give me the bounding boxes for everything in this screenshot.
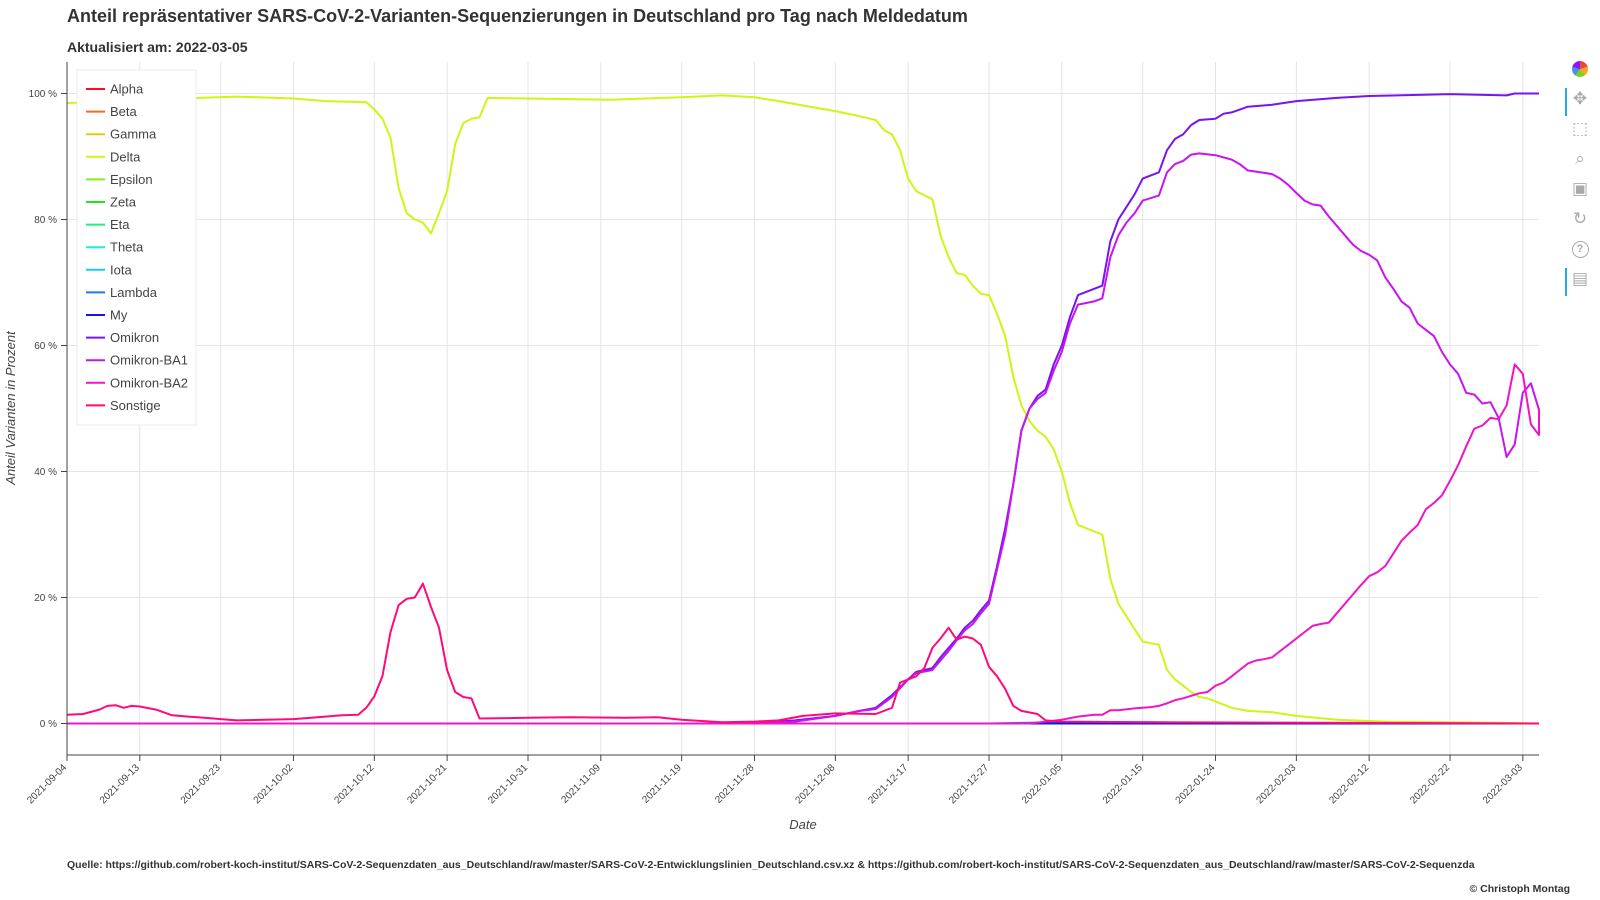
wheel-zoom-icon[interactable]: ⌕ xyxy=(1575,149,1585,168)
legend-item-omikron[interactable]: Omikron xyxy=(86,330,159,345)
legend-item-gamma[interactable]: Gamma xyxy=(86,127,157,142)
series-lines xyxy=(66,92,1540,725)
legend-item-theta[interactable]: Theta xyxy=(86,240,144,255)
series-line-delta xyxy=(66,94,1540,725)
y-tick-label: 100 % xyxy=(29,89,57,100)
legend-item-beta[interactable]: Beta xyxy=(86,104,138,119)
chart-subtitle: Aktualisiert am: 2022-03-05 xyxy=(67,39,248,55)
x-tick-label: 2022-01-15 xyxy=(1101,762,1145,806)
x-tick-label: 2022-01-05 xyxy=(1020,762,1064,806)
grid xyxy=(66,62,1539,755)
x-tick-label: 2022-03-03 xyxy=(1481,762,1525,806)
y-tick-label: 60 % xyxy=(34,341,57,352)
y-tick-label: 80 % xyxy=(34,215,57,226)
x-tick-label: 2021-12-08 xyxy=(794,762,838,806)
legend-label: Eta xyxy=(110,217,130,232)
y-tick-label: 40 % xyxy=(34,467,57,478)
x-tick-label: 2022-02-12 xyxy=(1327,762,1371,806)
legend-label: Iota xyxy=(110,262,132,277)
y-tick-label: 0 % xyxy=(40,719,57,730)
legend-item-omikron-ba1[interactable]: Omikron-BA1 xyxy=(86,353,188,368)
legend-label: Epsilon xyxy=(110,172,153,187)
x-tick-label: 2021-10-02 xyxy=(252,762,296,806)
legend-label: Beta xyxy=(110,104,138,119)
chart-title: Anteil repräsentativer SARS-CoV-2-Varian… xyxy=(67,6,968,26)
series-line-omikron-ba2 xyxy=(67,363,1540,725)
reset-icon[interactable]: ↻ xyxy=(1572,209,1588,228)
y-tick-label: 20 % xyxy=(34,593,57,604)
legend-label: Lambda xyxy=(110,285,158,300)
save-icon[interactable]: ▣ xyxy=(1571,179,1589,198)
hover-icon[interactable]: ▤ xyxy=(1565,268,1591,296)
legend-label: Delta xyxy=(110,149,141,164)
series-line-omikron xyxy=(67,92,1539,725)
toolbar: ✥ ⬚ ⌕ ▣ ↻? ▤ xyxy=(1565,58,1593,298)
legend-label: Gamma xyxy=(110,127,157,142)
x-axis-label: Date xyxy=(789,817,816,832)
x-tick-label: 2022-01-24 xyxy=(1174,762,1218,806)
legend-label: Omikron xyxy=(110,330,159,345)
x-tick-label: 2021-10-12 xyxy=(333,762,377,806)
series-line-sonstige xyxy=(66,582,1540,725)
x-tick-label: 2021-11-28 xyxy=(713,762,757,806)
legend-label: Zeta xyxy=(110,195,137,210)
help-icon[interactable]: ? xyxy=(1569,238,1591,260)
x-tick-label: 2021-11-19 xyxy=(640,762,684,806)
x-tick-label: 2021-09-23 xyxy=(179,762,223,806)
legend-item-zeta[interactable]: Zeta xyxy=(86,195,137,210)
legend-item-eta[interactable]: Eta xyxy=(86,217,130,232)
axes: 2021-09-04 2021-09-13 2021-09-23 2021-10-02… xyxy=(25,62,1539,806)
line-chart[interactable]: 2021-09-04 2021-09-13 2021-09-23 2021-10-02… xyxy=(0,0,1565,855)
pan-icon[interactable]: ✥ xyxy=(1565,88,1591,116)
series-line-omikron-ba1 xyxy=(67,152,1540,725)
legend-label: Sonstige xyxy=(110,398,161,413)
legend[interactable]: Alpha Beta Gamma Delta Epsilon Zeta Eta Theta Io… xyxy=(76,69,197,426)
source-note: Quelle: https://github.com/robert-koch-i… xyxy=(67,859,1475,871)
legend-item-epsilon[interactable]: Epsilon xyxy=(86,172,153,187)
credit-note: © Christoph Montag xyxy=(1469,883,1570,895)
x-tick-label: 2022-02-03 xyxy=(1255,762,1299,806)
legend-item-omikron-ba2[interactable]: Omikron-BA2 xyxy=(86,375,188,390)
x-tick-label: 2022-02-22 xyxy=(1408,762,1452,806)
x-tick-label: 2021-11-09 xyxy=(559,762,603,806)
legend-item-lambda[interactable]: Lambda xyxy=(86,285,158,300)
x-tick-label: 2021-12-17 xyxy=(866,762,910,806)
legend-item-sonstige[interactable]: Sonstige xyxy=(86,398,161,413)
x-tick-label: 2021-09-04 xyxy=(25,762,69,806)
x-tick-label: 2021-10-21 xyxy=(405,762,449,806)
legend-label: Omikron-BA2 xyxy=(110,375,188,390)
legend-label: Theta xyxy=(110,240,144,255)
y-axis-label: Anteil Varianten in Prozent xyxy=(3,330,18,486)
x-tick-label: 2021-12-27 xyxy=(947,762,991,806)
legend-item-iota[interactable]: Iota xyxy=(86,262,132,277)
box-zoom-icon[interactable]: ⬚ xyxy=(1571,119,1589,138)
bokeh-logo-icon[interactable] xyxy=(1569,58,1591,80)
x-tick-label: 2021-09-13 xyxy=(98,762,142,806)
legend-label: Omikron-BA1 xyxy=(110,353,188,368)
legend-label: Alpha xyxy=(110,82,144,97)
legend-item-delta[interactable]: Delta xyxy=(86,149,141,164)
legend-label: My xyxy=(110,308,128,323)
legend-item-alpha[interactable]: Alpha xyxy=(86,82,144,97)
x-tick-label: 2021-10-31 xyxy=(486,762,530,806)
legend-item-my[interactable]: My xyxy=(86,308,128,323)
